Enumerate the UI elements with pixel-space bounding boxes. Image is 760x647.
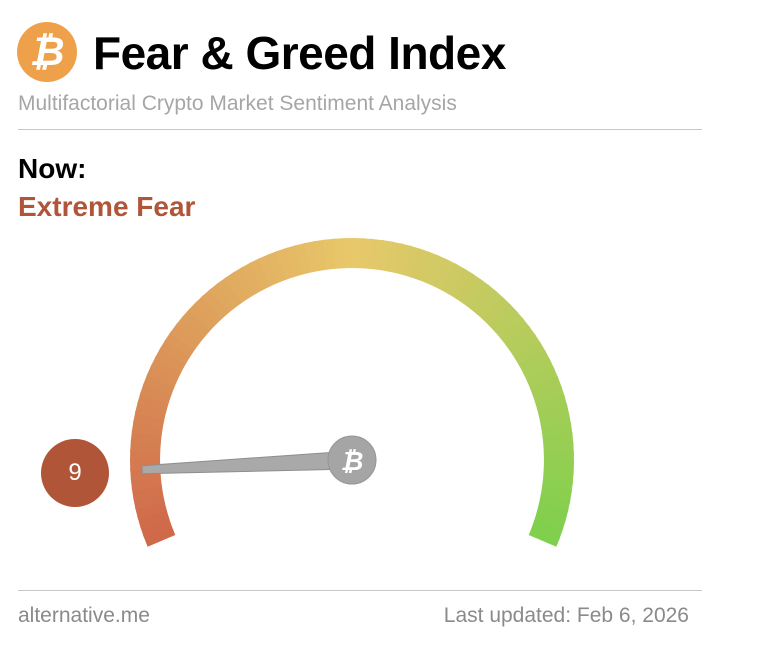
gauge-arc-segment	[441, 263, 466, 296]
sentiment-classification: Extreme Fear	[18, 191, 196, 222]
gauge-arc-segment	[159, 339, 191, 365]
gauge-arc-segment	[240, 261, 266, 294]
page-title: Fear & Greed Index	[93, 27, 506, 79]
gauge-arc-segment	[532, 385, 565, 406]
needle-hub	[327, 435, 377, 485]
gauge-arc-segment	[134, 400, 167, 420]
gauge-arc-segment	[538, 494, 571, 513]
gauge-arc-segment	[448, 268, 475, 300]
gauge-arc-segment	[433, 258, 458, 292]
gauge-arc-segment	[425, 255, 449, 288]
gauge-arc-segment	[266, 250, 289, 283]
gauge-arc-segment	[540, 486, 572, 504]
gauge-arc-segment	[543, 451, 574, 465]
gauge-arc-segment	[137, 508, 170, 529]
gauge-arc-segment	[137, 391, 170, 412]
gauge-arc-segment	[139, 516, 173, 538]
gauge-arc-segment	[469, 284, 498, 315]
gauge-arc-segment	[146, 364, 179, 388]
gauge-arc-segment	[455, 273, 483, 305]
gauge-arc-segment	[154, 347, 187, 373]
bitcoin-logo-icon: ₿	[17, 22, 77, 82]
gauge-arc-segment	[475, 290, 505, 321]
gauge-arc-segment	[208, 282, 237, 314]
gauge-arc-segment	[201, 288, 231, 319]
gauge-arc-segment	[232, 266, 258, 299]
page-subtitle: Multifactorial Crypto Market Sentiment A…	[18, 92, 457, 115]
gauge-arc-segment	[133, 410, 165, 428]
gauge-arc-segment	[499, 317, 531, 346]
gauge-arc-segment	[169, 323, 201, 351]
bitcoin-icon: ₿	[341, 446, 364, 476]
now-label: Now:	[18, 153, 87, 184]
gauge-arc-segment	[275, 247, 297, 280]
gauge-arc-segment	[535, 394, 568, 414]
gauge-arc-segment	[342, 238, 355, 269]
gauge-arc-segment	[482, 296, 512, 327]
gauge-arc-segment	[257, 253, 281, 287]
gauge-arc-segment	[401, 245, 422, 278]
gauge-arc-segment	[504, 325, 537, 353]
gauge-arc-segment	[417, 251, 441, 284]
gauge-arc-segment	[164, 331, 196, 358]
gauge-arc-segment	[187, 301, 218, 331]
gauge-arc-segment	[143, 524, 176, 547]
gauge-arc-segment	[224, 271, 251, 304]
index-value-badge: 9	[41, 439, 109, 507]
gauge-arc-segment	[488, 303, 519, 333]
gauge-arc-segment	[533, 511, 566, 532]
gauge-arc-segment	[494, 310, 525, 340]
gauge-arc-segment	[526, 367, 559, 390]
gauge-arc-segment	[284, 244, 305, 277]
gauge-arc-segment	[142, 373, 176, 396]
gauge-arc-segment	[216, 276, 244, 309]
site-link[interactable]: alternative.me	[18, 604, 150, 627]
gauge-needle	[141, 450, 353, 475]
gauge-arc-segment	[530, 519, 564, 541]
gauge-arc-segment	[139, 382, 173, 404]
gauge-arc-segment	[181, 308, 212, 338]
gauge-arc-segment	[409, 248, 431, 281]
gauge-arc-segment	[509, 333, 542, 360]
gauge-arc-segment	[377, 239, 394, 272]
gauge-arc-segment	[150, 355, 183, 380]
divider	[18, 129, 702, 130]
gauge-arc-segment	[522, 358, 555, 383]
gauge-arc-segment	[393, 243, 413, 276]
gauge-arc-segment	[514, 341, 547, 367]
divider	[18, 590, 702, 591]
gauge-arc-segment	[529, 376, 562, 398]
gauge-arc-segment	[518, 349, 551, 375]
gauge-arc-segment	[194, 294, 224, 325]
gauge-arc-segment	[249, 257, 273, 290]
gauge-arc	[130, 238, 574, 547]
gauge-arc-segment	[536, 503, 569, 523]
gauge-arc-segment	[385, 241, 404, 274]
last-updated: Last updated: Feb 6, 2026	[443, 604, 689, 627]
gauge-arc-segment	[528, 527, 560, 547]
gauge-arc-segment	[175, 315, 207, 344]
gauge-arc-segment	[462, 278, 490, 310]
